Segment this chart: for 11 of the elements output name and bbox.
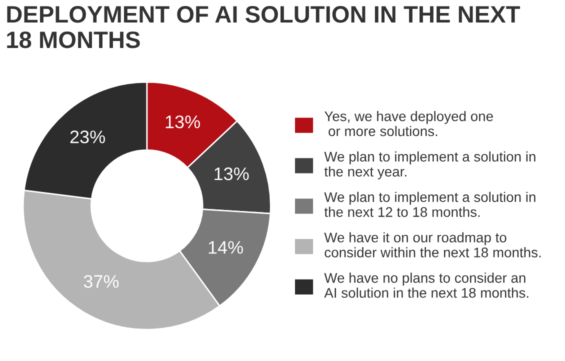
legend-label: We have no plans to consider an AI solution in the next 18 months. — [324, 272, 528, 298]
data-label: 13% — [214, 167, 249, 180]
data-label: 13% — [166, 115, 200, 128]
legend-label: Yes, we have deployed one or more solutions. — [324, 111, 493, 136]
legend-label: We plan to implement a solution in the next 12 to 18 months. — [324, 192, 536, 217]
chart-title: DEPLOYMENT OF AI SOLUTION IN THE NEXT 18 MONTHS — [7, 6, 520, 48]
data-label: 14% — [208, 241, 243, 254]
data-label: 23% — [70, 130, 105, 144]
data-label: 37% — [84, 275, 119, 288]
legend-label: We have it on our roadmap to consider within the next 18 months. — [324, 232, 541, 258]
legend-label: We plan to implement a solution in the next year. — [324, 151, 536, 180]
